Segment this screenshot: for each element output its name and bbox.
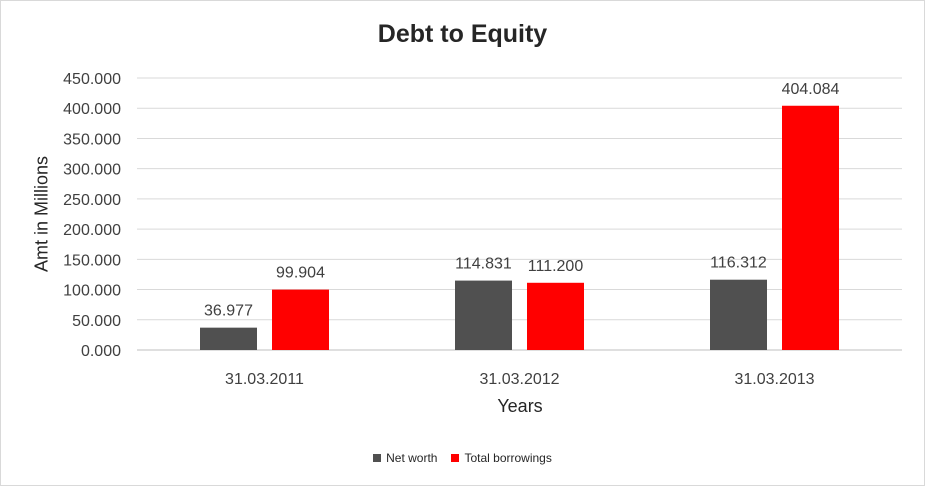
chart-title: Debt to Equity xyxy=(377,20,548,48)
data-label: 116.312 xyxy=(710,255,767,272)
legend-label-total-borrowings: Total borrowings xyxy=(464,451,552,465)
legend-label-net-worth: Net worth xyxy=(386,451,438,465)
y-tick-label: 150.000 xyxy=(63,252,121,269)
y-tick-label: 200.000 xyxy=(63,222,121,239)
y-tick-label: 450.000 xyxy=(63,71,121,88)
legend-swatch-total-borrowings xyxy=(451,454,460,462)
y-tick-label: 250.000 xyxy=(63,192,121,209)
bar-total-borrowings xyxy=(527,282,584,350)
y-tick-label: 350.000 xyxy=(63,131,121,148)
y-tick-label: 0.000 xyxy=(81,343,121,360)
y-tick-label: 300.000 xyxy=(63,162,121,179)
bar-net-worth xyxy=(200,327,257,350)
legend-swatch-net-worth xyxy=(373,454,382,462)
data-label: 111.200 xyxy=(528,258,584,275)
x-axis-label: Years xyxy=(497,396,543,416)
y-tick-label: 50.000 xyxy=(72,313,121,330)
bar-net-worth xyxy=(455,280,512,350)
legend: Net worth Total borrowings xyxy=(0,451,925,465)
data-label: 99.904 xyxy=(276,265,325,282)
y-tick-label: 400.000 xyxy=(63,101,121,118)
x-tick-label: 31.03.2013 xyxy=(734,371,814,388)
bar-total-borrowings xyxy=(782,105,839,351)
y-tick-label: 100.000 xyxy=(63,283,121,300)
bar-net-worth xyxy=(710,279,767,350)
bar-total-borrowings xyxy=(272,289,329,350)
legend-item-total-borrowings: Total borrowings xyxy=(451,451,552,465)
data-label: 404.084 xyxy=(782,81,840,98)
data-label: 114.831 xyxy=(455,256,512,273)
legend-item-net-worth: Net worth xyxy=(373,451,437,465)
x-tick-label: 31.03.2012 xyxy=(479,371,559,388)
x-tick-label: 31.03.2011 xyxy=(225,371,304,388)
data-label: 36.977 xyxy=(204,303,253,320)
